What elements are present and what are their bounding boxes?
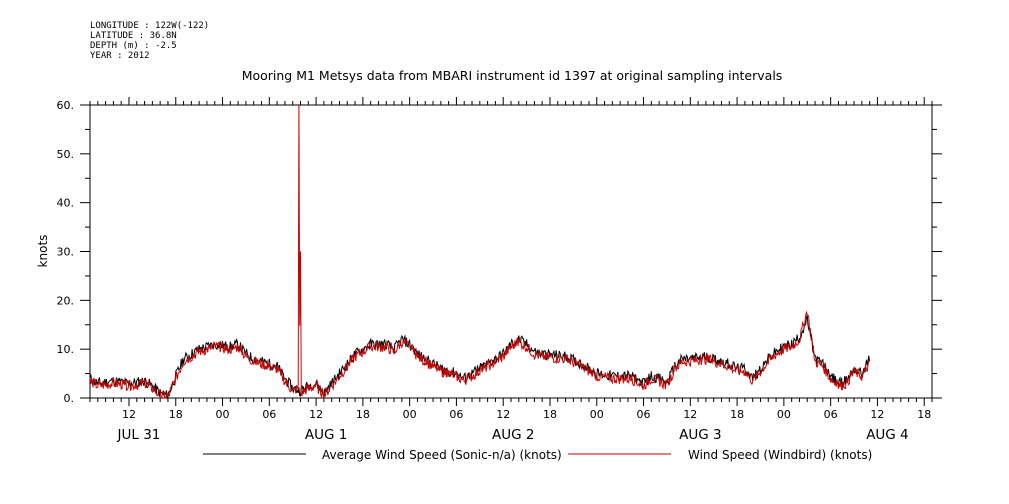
y-tick-label: 50. (57, 148, 75, 161)
y-tick-label: 0. (64, 392, 75, 405)
depth-label: DEPTH (m) : -2.5 (90, 41, 177, 51)
series-line-2 (89, 104, 870, 399)
latitude-label: LATITUDE : 36.8N (90, 31, 177, 41)
longitude-label: LONGITUDE : 122W(-122) (90, 21, 210, 31)
y-tick-label: 10. (57, 343, 75, 356)
x-tick-label: 06 (637, 408, 651, 421)
y-axis-label: knots (36, 235, 50, 268)
year-label: YEAR : 2012 (90, 51, 150, 61)
day-label: AUG 2 (492, 427, 534, 443)
x-tick-label: 06 (262, 408, 276, 421)
legend-label-average: Average Wind Speed (Sonic-n/a) (knots) (322, 448, 562, 462)
series-group (89, 104, 871, 400)
day-label: AUG 3 (679, 427, 721, 443)
x-tick-label: 06 (824, 408, 838, 421)
y-tick-label: 60. (57, 99, 75, 112)
day-label: JUL 31 (117, 427, 161, 443)
y-tick-label: 20. (57, 294, 75, 307)
x-tick-label: 12 (122, 408, 136, 421)
x-tick-label: 18 (730, 408, 744, 421)
series-line-1 (89, 314, 871, 400)
x-tick-label: 00 (777, 408, 791, 421)
plot-frame (89, 104, 933, 399)
x-tick-label: 18 (917, 408, 931, 421)
x-tick-label: 18 (169, 408, 183, 421)
x-tick-label: 12 (683, 408, 697, 421)
x-tick-label: 18 (356, 408, 370, 421)
legend: Average Wind Speed (Sonic-n/a) (knots) W… (203, 448, 872, 462)
x-tick-label: 18 (543, 408, 557, 421)
x-tick-label: 12 (309, 408, 323, 421)
chart-title: Mooring M1 Metsys data from MBARI instru… (242, 68, 783, 83)
x-tick-label: 12 (870, 408, 884, 421)
x-tick-label: 06 (449, 408, 463, 421)
x-tick-label: 00 (403, 408, 417, 421)
y-tick-label: 40. (57, 197, 75, 210)
y-tick-label: 30. (57, 246, 75, 259)
x-tick-label: 00 (590, 408, 604, 421)
day-label: AUG 4 (866, 427, 908, 443)
x-tick-label: 00 (216, 408, 230, 421)
metadata-block: LONGITUDE : 122W(-122) LATITUDE : 36.8N … (90, 21, 209, 61)
x-tick-label: 12 (496, 408, 510, 421)
day-label: AUG 1 (305, 427, 347, 443)
legend-label-windbird: Wind Speed (Windbird) (knots) (688, 448, 872, 462)
axes: 0. 10. 20. 30. 40. 50. 60. 12 18 00 06 12 18 00 06 12 18… (57, 97, 942, 443)
